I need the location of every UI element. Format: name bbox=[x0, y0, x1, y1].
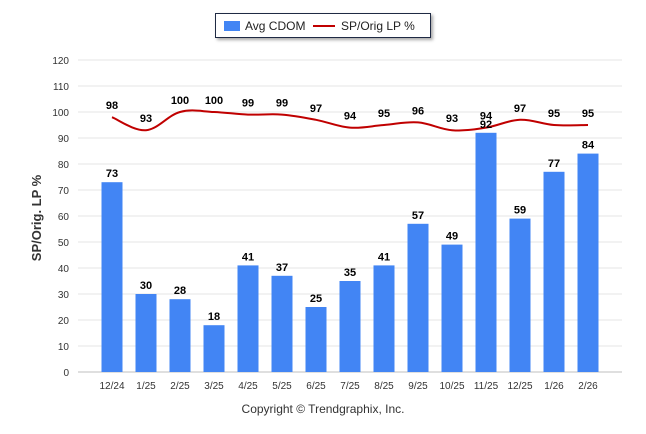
y-tick-label: 0 bbox=[63, 368, 69, 379]
bar-value-label: 57 bbox=[412, 210, 424, 222]
x-tick-label: 5/25 bbox=[272, 381, 292, 392]
x-tick-label: 2/26 bbox=[578, 381, 598, 392]
line-value-label: 94 bbox=[480, 111, 493, 123]
x-tick-label: 8/25 bbox=[374, 381, 394, 392]
bar bbox=[135, 294, 157, 372]
bar bbox=[441, 244, 463, 372]
bar-value-label: 37 bbox=[276, 262, 288, 274]
bar bbox=[373, 265, 395, 372]
legend-line-label: SP/Orig LP % bbox=[341, 19, 415, 33]
bar bbox=[509, 218, 531, 372]
bar bbox=[271, 275, 293, 372]
line-value-label: 95 bbox=[582, 108, 594, 120]
bar-value-label: 77 bbox=[548, 158, 560, 170]
bar bbox=[407, 223, 429, 372]
y-tick-label: 10 bbox=[58, 342, 70, 353]
bar bbox=[543, 171, 565, 372]
x-tick-label: 12/24 bbox=[99, 381, 124, 392]
bar-value-label: 73 bbox=[106, 168, 118, 180]
line-value-label: 97 bbox=[310, 103, 322, 115]
bar-value-label: 35 bbox=[344, 267, 356, 279]
legend-line-swatch bbox=[313, 25, 335, 27]
bar bbox=[339, 281, 361, 372]
bar-value-label: 18 bbox=[208, 311, 220, 323]
chart-legend: Avg CDOM SP/Orig LP % bbox=[215, 13, 431, 38]
y-tick-label: 90 bbox=[58, 134, 70, 145]
y-axis-ticks: 0 10 20 30 40 50 60 70 80 90 100 110 120 bbox=[52, 56, 69, 379]
y-tick-label: 60 bbox=[58, 212, 70, 223]
bar-series bbox=[101, 132, 599, 372]
legend-bar-swatch bbox=[224, 21, 240, 31]
x-tick-label: 10/25 bbox=[439, 381, 464, 392]
line-value-label: 94 bbox=[344, 111, 357, 123]
x-tick-label: 11/25 bbox=[474, 381, 499, 392]
bar bbox=[305, 307, 327, 372]
x-tick-label: 2/25 bbox=[170, 381, 190, 392]
x-tick-label: 12/25 bbox=[507, 381, 532, 392]
bar-value-label: 25 bbox=[310, 293, 322, 305]
x-tick-label: 6/25 bbox=[306, 381, 326, 392]
bar-value-label: 59 bbox=[514, 205, 526, 217]
line-value-label: 97 bbox=[514, 103, 526, 115]
line-value-label: 93 bbox=[140, 113, 152, 125]
x-tick-label: 9/25 bbox=[408, 381, 428, 392]
line-value-label: 99 bbox=[242, 98, 254, 110]
legend-bar-label: Avg CDOM bbox=[245, 19, 306, 33]
line-path bbox=[111, 109, 589, 132]
bar bbox=[475, 132, 497, 372]
bar-value-label: 41 bbox=[242, 251, 254, 263]
x-axis-ticks: 12/24 1/25 2/25 3/25 4/25 5/25 6/25 7/25 8/25 9/2… bbox=[99, 381, 598, 392]
line-value-label: 95 bbox=[378, 108, 390, 120]
bar bbox=[577, 153, 599, 372]
y-tick-label: 30 bbox=[58, 290, 70, 301]
x-tick-label: 1/25 bbox=[136, 381, 156, 392]
y-tick-label: 40 bbox=[58, 264, 70, 275]
line-series bbox=[111, 109, 589, 132]
y-tick-label: 70 bbox=[58, 186, 70, 197]
y-tick-label: 50 bbox=[58, 238, 70, 249]
bar bbox=[237, 265, 259, 372]
copyright-text: Copyright © Trendgraphix, Inc. bbox=[241, 402, 405, 416]
bar bbox=[169, 299, 191, 372]
bar-value-label: 84 bbox=[582, 140, 595, 152]
data-labels: 73 30 28 18 41 37 25 35 41 57 49 92 59 77 84 98 93 100 100… bbox=[106, 95, 595, 323]
x-tick-label: 4/25 bbox=[238, 381, 258, 392]
x-tick-label: 1/26 bbox=[544, 381, 564, 392]
x-tick-label: 3/25 bbox=[204, 381, 224, 392]
bar bbox=[203, 325, 225, 372]
line-value-label: 100 bbox=[171, 95, 189, 107]
x-tick-label: 7/25 bbox=[340, 381, 360, 392]
y-tick-label: 100 bbox=[52, 108, 69, 119]
bar-value-label: 30 bbox=[140, 280, 152, 292]
gridlines bbox=[78, 59, 622, 373]
y-tick-label: 120 bbox=[52, 56, 69, 67]
line-value-label: 95 bbox=[548, 108, 560, 120]
bar bbox=[101, 182, 123, 372]
line-value-label: 98 bbox=[106, 100, 118, 112]
bar-value-label: 28 bbox=[174, 285, 186, 297]
line-value-label: 96 bbox=[412, 105, 424, 117]
bar-value-label: 92 bbox=[480, 119, 492, 131]
line-value-label: 99 bbox=[276, 98, 288, 110]
line-value-label: 93 bbox=[446, 113, 458, 125]
y-axis-label: SP/Orig. LP % bbox=[29, 174, 44, 261]
line-value-label: 100 bbox=[205, 95, 223, 107]
bar-value-label: 49 bbox=[446, 231, 458, 243]
y-tick-label: 110 bbox=[53, 82, 69, 93]
bar-value-label: 41 bbox=[378, 251, 390, 263]
y-tick-label: 20 bbox=[58, 316, 70, 327]
y-tick-label: 80 bbox=[58, 160, 70, 171]
